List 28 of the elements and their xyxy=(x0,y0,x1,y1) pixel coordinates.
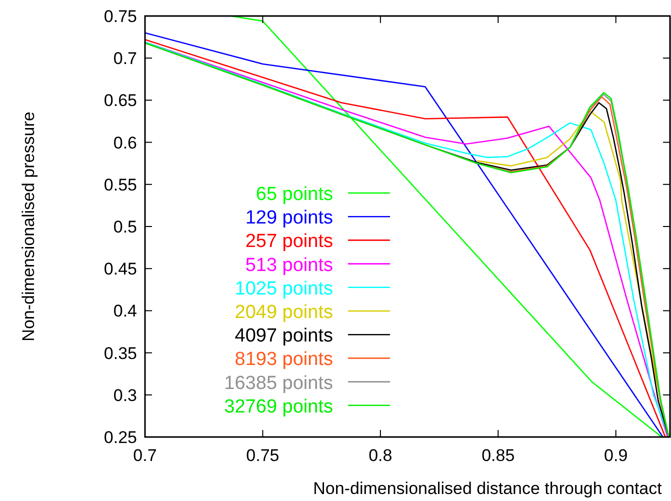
legend-label: 8193 points xyxy=(234,349,333,370)
y-tick-label: 0.55 xyxy=(104,175,137,194)
legend-label: 129 points xyxy=(245,208,333,229)
legend-label: 16385 points xyxy=(224,372,333,394)
y-tick-label: 0.75 xyxy=(104,7,137,26)
y-tick-label: 0.6 xyxy=(113,133,137,152)
y-tick-label: 0.25 xyxy=(104,428,137,447)
x-tick-label: 0.8 xyxy=(368,446,392,465)
y-tick-label: 0.3 xyxy=(113,386,137,405)
y-axis-title: Non-dimensionalised pressure xyxy=(19,112,38,342)
y-tick-label: 0.65 xyxy=(104,91,137,110)
x-axis-title: Non-dimensionalised distance through contact xyxy=(313,479,662,498)
y-tick-label: 0.4 xyxy=(113,302,137,321)
legend-label: 4097 points xyxy=(234,326,333,347)
legend-label: 32769 points xyxy=(224,396,333,418)
legend-label: 1025 points xyxy=(234,278,333,300)
legend-label: 2049 points xyxy=(234,302,333,323)
x-tick-label: 0.7 xyxy=(133,446,157,465)
x-tick-label: 0.85 xyxy=(482,446,515,465)
y-tick-label: 0.45 xyxy=(104,260,137,279)
x-tick-label: 0.9 xyxy=(604,446,628,465)
y-tick-label: 0.7 xyxy=(113,49,137,68)
y-tick-label: 0.5 xyxy=(113,218,137,236)
legend-label: 513 points xyxy=(245,254,333,276)
legend-label: 65 points xyxy=(256,184,333,205)
x-tick-label: 0.75 xyxy=(246,446,280,465)
legend-label: 257 points xyxy=(245,231,333,252)
y-tick-label: 0.35 xyxy=(104,344,137,363)
